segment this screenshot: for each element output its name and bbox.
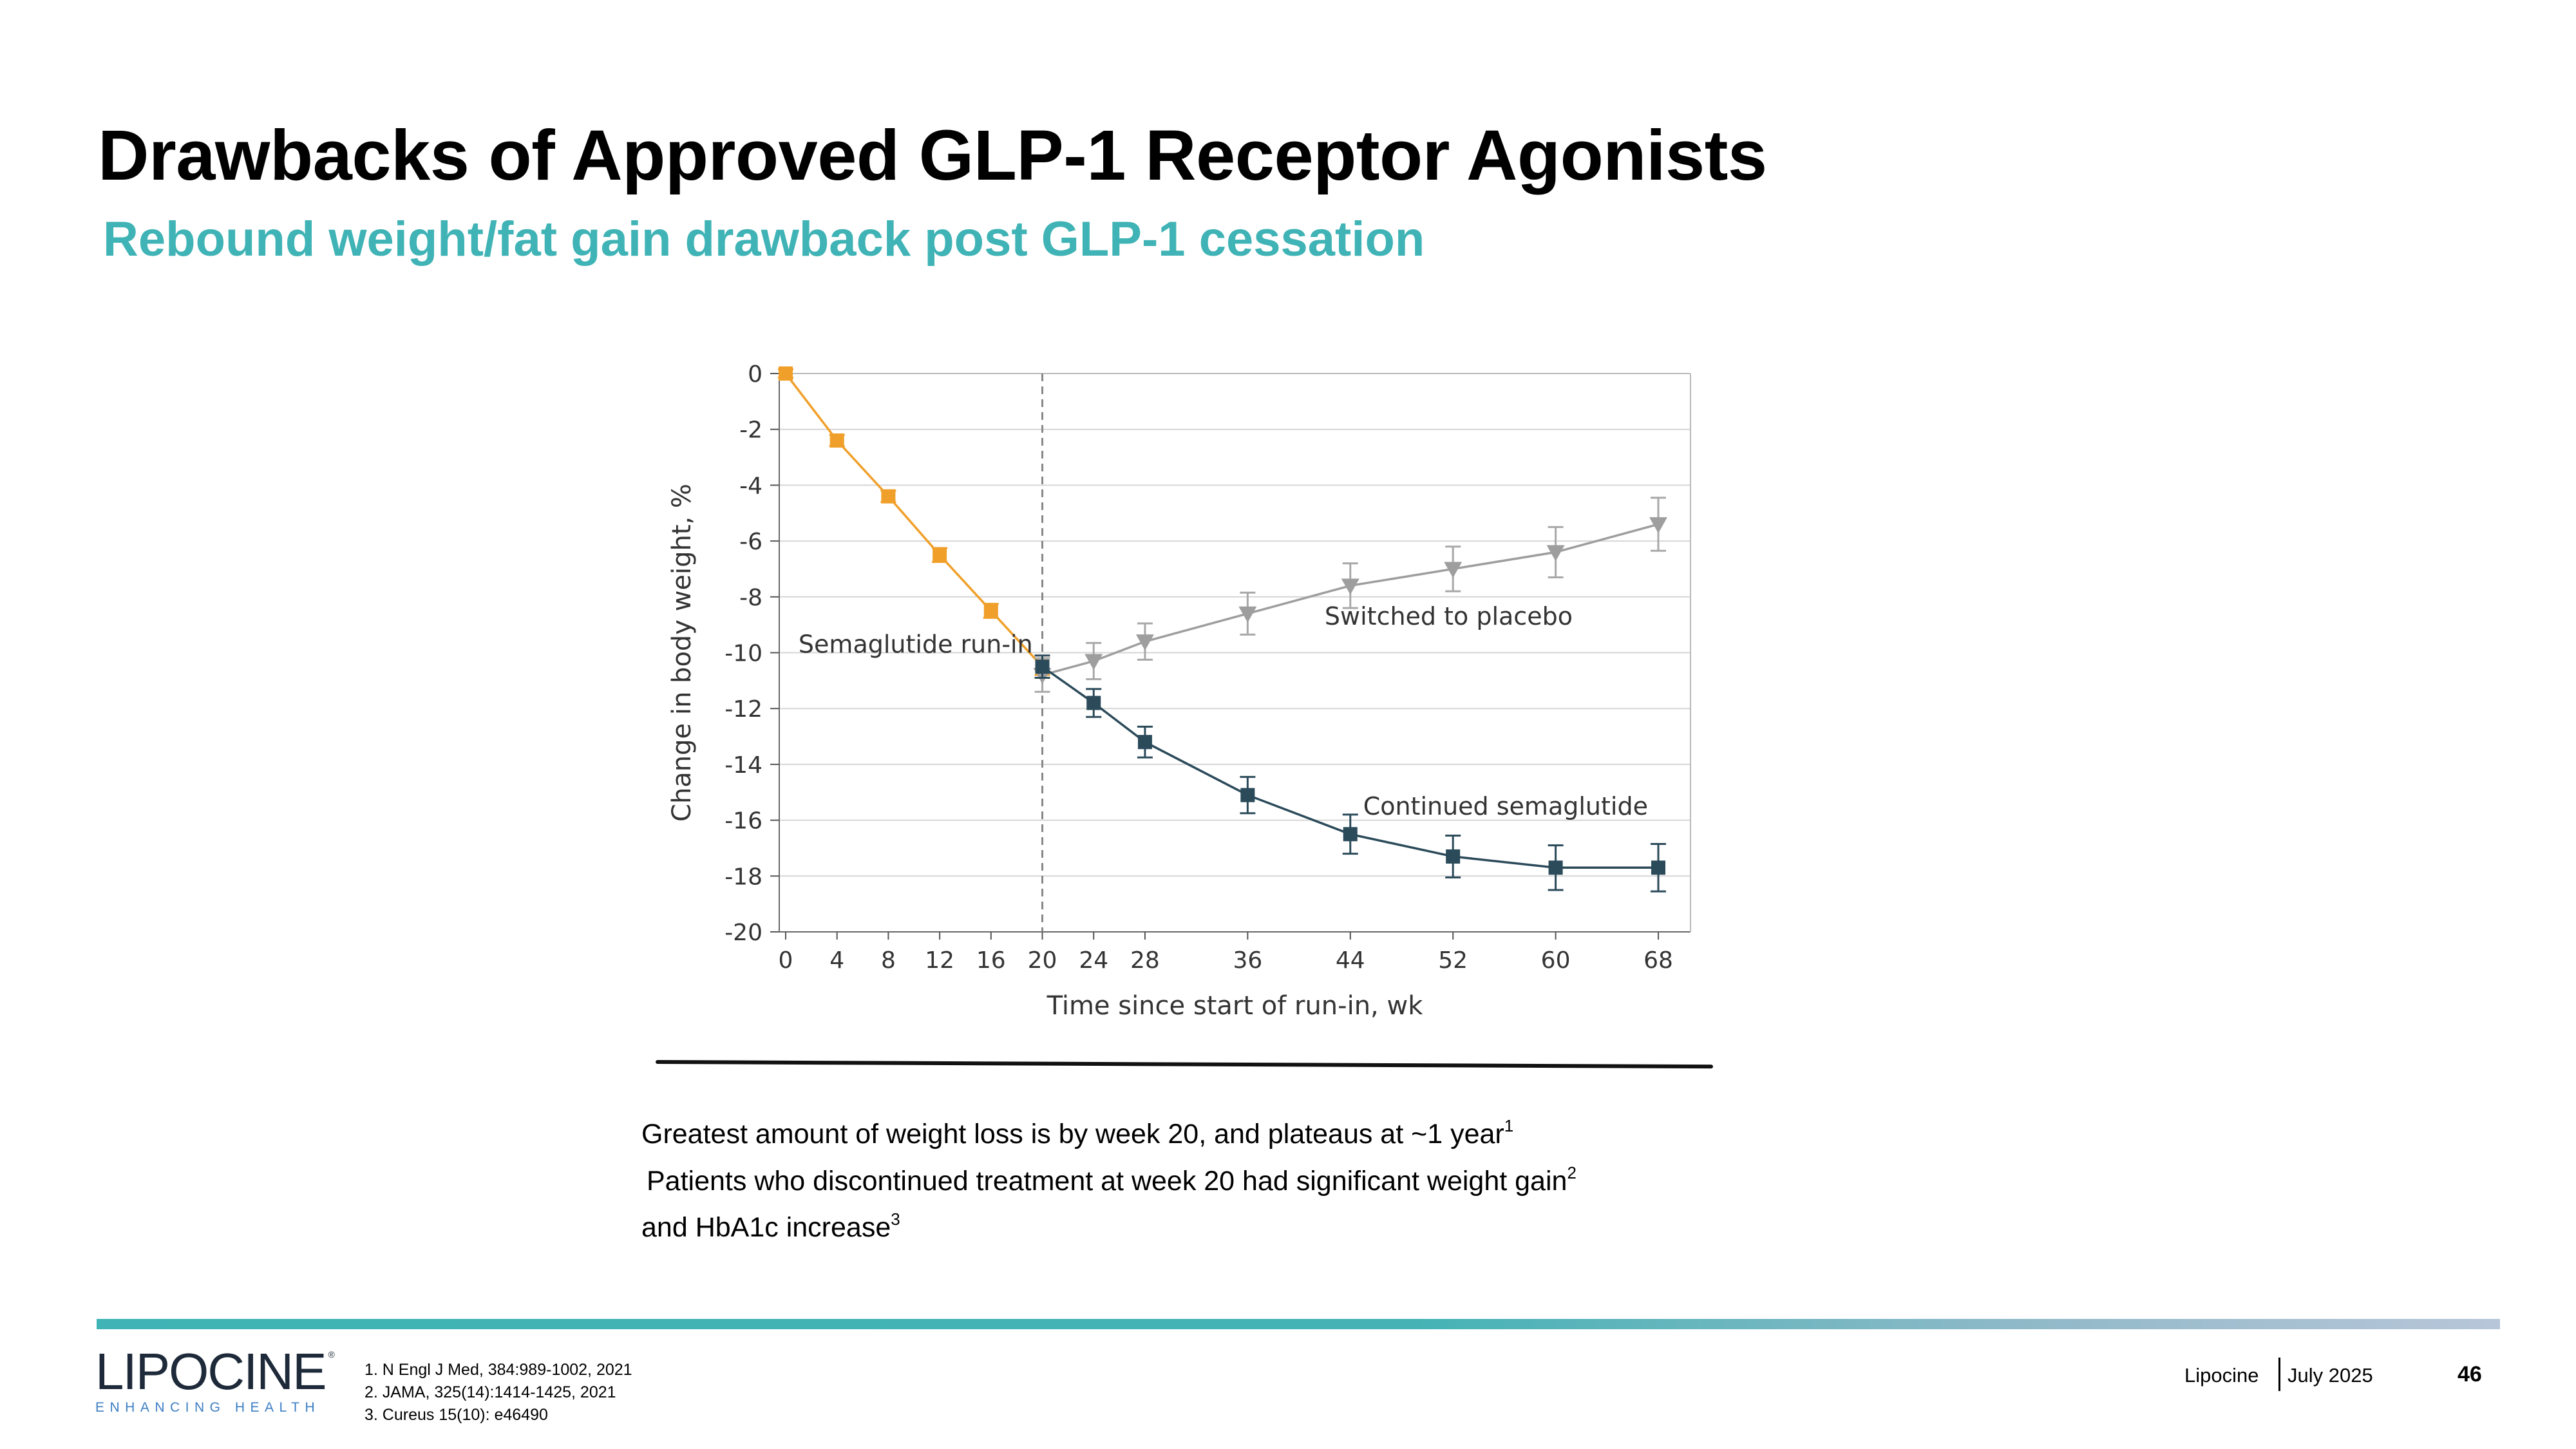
y-tick-label: 0 xyxy=(748,361,762,388)
x-tick-label: 52 xyxy=(1438,947,1468,974)
data-point xyxy=(881,489,896,504)
data-point xyxy=(1649,517,1667,534)
data-point xyxy=(1086,696,1101,710)
data-point xyxy=(1238,606,1257,623)
data-point xyxy=(1546,545,1565,562)
x-axis-label: Time since start of run-in, wk xyxy=(1046,991,1424,1021)
logo-name: LIPOCINE xyxy=(95,1343,327,1400)
data-point xyxy=(1651,860,1665,875)
annotation-label: Continued semaglutide xyxy=(1363,792,1648,820)
data-point xyxy=(829,433,844,448)
logo-tagline: ENHANCING HEALTH xyxy=(95,1400,321,1415)
x-tick-label: 60 xyxy=(1541,947,1571,974)
x-tick-label: 16 xyxy=(976,947,1006,974)
y-tick-label: -6 xyxy=(739,529,762,555)
y-tick-label: -4 xyxy=(739,473,762,499)
x-tick-label: 68 xyxy=(1643,947,1673,974)
data-point xyxy=(1548,860,1563,875)
logo-registered-mark: ® xyxy=(328,1349,334,1359)
series-switched-to-placebo xyxy=(1033,497,1667,693)
lipocine-logo: LIPOCINE ® ENHANCING HEALTH xyxy=(95,1343,335,1417)
series-line xyxy=(1042,523,1659,676)
note-line-1: Greatest amount of weight loss is by wee… xyxy=(641,1116,1514,1150)
annotation-label: Switched to placebo xyxy=(1325,602,1573,630)
x-tick-label: 8 xyxy=(881,947,896,974)
y-tick-label: -10 xyxy=(724,641,762,667)
x-tick-label: 20 xyxy=(1028,947,1057,974)
footer-divider xyxy=(2278,1358,2280,1391)
y-tick-label: -14 xyxy=(724,752,762,779)
data-point xyxy=(1341,578,1359,595)
page-number: 46 xyxy=(2458,1362,2482,1387)
x-tick-label: 24 xyxy=(1079,947,1108,974)
data-point xyxy=(1343,827,1358,842)
data-point xyxy=(983,603,998,618)
footer-accent-bar xyxy=(97,1319,2500,1329)
data-point xyxy=(1446,849,1461,864)
footer-date: July 2025 xyxy=(2287,1364,2373,1387)
y-tick-label: -16 xyxy=(724,808,762,835)
y-axis-label: Change in body weight, % xyxy=(667,484,697,822)
reference-3: 3. Cureus 15(10): e46490 xyxy=(365,1406,548,1424)
data-point xyxy=(1035,659,1050,674)
x-tick-label: 4 xyxy=(829,947,844,974)
reference-2: 2. JAMA, 325(14):1414-1425, 2021 xyxy=(365,1383,616,1401)
footer-company: Lipocine xyxy=(2184,1364,2259,1387)
x-tick-label: 12 xyxy=(925,947,954,974)
series-line xyxy=(784,372,1043,668)
annotation-label: Semaglutide run-in xyxy=(799,630,1033,659)
series-semaglutide-run-in xyxy=(778,366,1050,676)
y-tick-label: -12 xyxy=(724,696,762,723)
slide-title: Drawbacks of Approved GLP-1 Receptor Ago… xyxy=(98,116,1767,195)
note-line-3: and HbA1c increase3 xyxy=(641,1209,900,1243)
x-tick-label: 36 xyxy=(1233,947,1262,974)
reference-1: 1. N Engl J Med, 384:989-1002, 2021 xyxy=(365,1361,632,1379)
series-line xyxy=(1041,665,1658,869)
x-tick-label: 44 xyxy=(1336,947,1365,974)
data-point xyxy=(1137,735,1152,750)
note-line-2: Patients who discontinued treatment at w… xyxy=(647,1163,1577,1197)
references: 1. N Engl J Med, 384:989-1002, 2021 2. J… xyxy=(365,1359,632,1426)
slide-subtitle: Rebound weight/fat gain drawback post GL… xyxy=(103,212,1425,267)
x-tick-label: 28 xyxy=(1130,947,1160,974)
y-tick-label: -2 xyxy=(739,417,762,444)
data-point xyxy=(1240,788,1255,802)
series-continued-semaglutide xyxy=(1034,654,1666,893)
y-tick-label: -18 xyxy=(724,864,762,890)
weight-change-chart: 0 -2 -4 -6 -8 -10 -12 -14 -16 -18 -20 0 4 8 12 16 20 24 28… xyxy=(667,361,1691,1021)
x-tick-label: 0 xyxy=(779,947,793,974)
y-tick-label: -20 xyxy=(724,920,762,946)
data-point xyxy=(1084,654,1103,670)
y-tick-label: -8 xyxy=(739,585,762,611)
data-point xyxy=(779,366,793,381)
data-point xyxy=(933,547,947,562)
data-point xyxy=(1135,634,1154,651)
data-point xyxy=(1444,562,1463,578)
